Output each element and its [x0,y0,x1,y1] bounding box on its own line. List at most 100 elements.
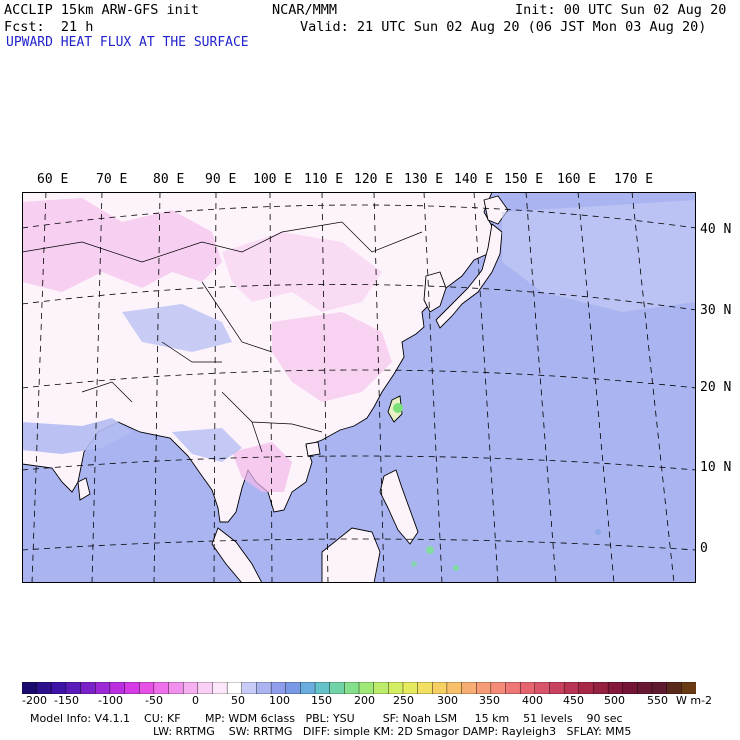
colorbar-swatch [446,682,463,694]
colorbar-swatch [490,682,507,694]
lon-label: 90 E [205,172,237,187]
field-title: UPWARD HEAT FLUX AT THE SURFACE [6,35,249,50]
colorbar-swatch [461,682,477,694]
colorbar-swatch [226,682,243,694]
colorbar-tick: -50 [145,694,163,707]
colorbar-tick: 150 [311,694,332,707]
colorbar-swatch [95,682,111,694]
srilanka-land [77,477,91,501]
lon-label: 80 E [153,172,185,187]
colorbar-swatch [51,682,67,694]
colorbar-swatch [197,682,213,694]
colorbar-tick: 550 [647,694,668,707]
model-info-line1: Model Info: V4.1.1 CU: KF MP: WDM 6class… [30,712,623,725]
colorbar-swatch [432,682,448,694]
high-flux-spot [426,546,434,554]
high-flux-spot [453,565,459,571]
model-info-line2: LW: RRTMG SW: RRTMG DIFF: simple KM: 2D … [153,725,632,738]
forecast-hour: Fcst: 21 h [4,19,94,35]
blue-land-patch [172,428,242,462]
colorbar-tick: 100 [269,694,290,707]
colorbar-swatch [519,682,536,694]
blue-land-patch [122,304,232,352]
pink-region [22,198,222,292]
colorbar-tick: 0 [192,694,199,707]
colorbar-swatch [36,682,52,694]
colorbar-swatch [476,682,492,694]
colorbar-swatch [241,682,257,694]
colorbar-swatch [622,682,638,694]
colorbar-tick: 500 [604,694,625,707]
colorbar-swatch [182,682,199,694]
colorbar-swatch [285,682,301,694]
colorbar-swatch [22,682,38,694]
colorbar-tick: -150 [54,694,79,707]
borneo-land [321,527,381,583]
high-flux-spot [595,529,601,535]
philippines-land [379,469,419,545]
colorbar-swatch [534,682,550,694]
lon-label: 100 E [253,172,293,187]
colorbar-swatch [651,682,668,694]
lon-label: 110 E [304,172,344,187]
valid-time: Valid: 21 UTC Sun 02 Aug 20 (06 JST Mon … [300,19,707,35]
colorbar-swatch [563,682,580,694]
colorbar-swatch [109,682,126,694]
colorbar-swatch [124,682,140,694]
org-label: NCAR/MMM [272,2,338,18]
blue-land-patch [22,418,132,454]
colorbar-swatch [505,682,521,694]
pink-region [232,442,292,492]
lat-label: 20 N [700,380,732,395]
colorbar-swatch [80,682,96,694]
lon-label: 140 E [454,172,494,187]
colorbar-swatch [270,682,287,694]
colorbar-swatch [329,682,345,694]
colorbar-swatch [578,682,594,694]
lat-label: 0 [700,541,708,556]
colorbar-swatch [373,682,389,694]
colorbar-swatch [593,682,609,694]
colorbar-tick: 200 [354,694,375,707]
colorbar-unit: W m-2 [676,694,713,707]
flux-map [22,192,696,583]
colorbar-swatch [65,682,82,694]
lat-label: 40 N [700,222,732,237]
colorbar-tick: 250 [393,694,414,707]
colorbar-swatch [314,682,331,694]
colorbar-swatch [344,682,360,694]
colorbar [22,682,696,694]
colorbar-swatch [168,682,184,694]
colorbar-swatch [637,682,653,694]
lon-label: 60 E [37,172,69,187]
colorbar-swatch [549,682,565,694]
lon-label: 160 E [557,172,597,187]
lat-label: 10 N [700,460,732,475]
colorbar-swatch [681,682,696,694]
colorbar-swatch [139,682,155,694]
colorbar-swatch [417,682,433,694]
colorbar-tick: -200 [22,694,47,707]
model-title: ACCLIP 15km ARW-GFS init [4,2,200,18]
colorbar-tick: 350 [479,694,500,707]
japan-land [435,223,503,329]
country-borders [22,221,423,453]
lon-label: 130 E [404,172,444,187]
colorbar-tick: 300 [437,694,458,707]
colorbar-swatch [153,682,170,694]
lon-label: 150 E [504,172,544,187]
colorbar-swatch [212,682,228,694]
colorbar-swatch [402,682,419,694]
high-flux-spot [393,403,403,413]
colorbar-swatch [666,682,682,694]
korea-land [423,271,447,313]
lon-label: 70 E [96,172,128,187]
lon-label: 120 E [354,172,394,187]
lon-label: 170 E [614,172,654,187]
colorbar-tick: 50 [231,694,245,707]
init-time: Init: 00 UTC Sun 02 Aug 20 [515,2,727,18]
colorbar-swatch [607,682,624,694]
map-frame [22,192,696,583]
lat-label: 30 N [700,303,732,318]
colorbar-tick: 450 [563,694,584,707]
